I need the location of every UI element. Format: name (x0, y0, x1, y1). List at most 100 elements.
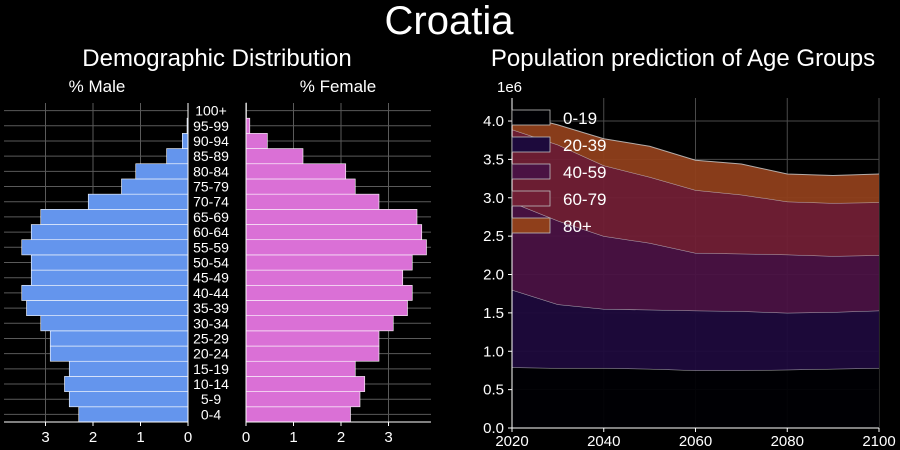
female-bar (245, 269, 404, 286)
age-group-label: 75-79 (193, 179, 229, 195)
legend-label: 40-59 (563, 163, 606, 182)
y-tick-label: 4.0 (483, 113, 504, 130)
legend-swatch (511, 217, 551, 234)
age-group-label: 30-34 (193, 315, 229, 331)
legend-swatch (511, 190, 551, 207)
female-bar (245, 360, 356, 377)
age-group-label: 45-49 (193, 270, 229, 286)
area-60-79 (512, 129, 879, 257)
female-bar (245, 178, 356, 195)
female-bar (245, 148, 304, 165)
male-bar (182, 133, 189, 149)
age-group-label: 70-74 (193, 194, 229, 210)
y-tick-label: 0.5 (483, 382, 504, 399)
suptitle: Croatia (385, 0, 515, 43)
age-group-label: 15-19 (193, 361, 229, 377)
female-side-title: % Female (300, 77, 377, 96)
male-bar (26, 300, 189, 316)
male-bar (30, 224, 189, 241)
legend-swatch (511, 136, 551, 153)
age-group-label: 40-44 (193, 285, 229, 301)
male-bar (30, 254, 189, 271)
legend-swatch (511, 163, 551, 180)
age-group-label: 5-9 (201, 391, 221, 407)
age-group-label: 50-54 (193, 255, 229, 271)
female-bar (245, 163, 347, 180)
female-tick-label: 1 (289, 429, 297, 446)
male-tick-label: 2 (89, 429, 97, 446)
age-group-label: 55-59 (193, 239, 229, 255)
male-bar (68, 391, 189, 408)
age-group-labels: 0-45-910-1415-1920-2425-2930-3435-3940-4… (193, 103, 229, 423)
x-tick-label: 2060 (679, 433, 712, 450)
pyramid-chart: Demographic Distribution % Male % Female… (4, 45, 431, 446)
age-group-label: 25-29 (193, 330, 229, 346)
area-plot-area: 2020 2040 2060 2080 2100 0.0 0.5 1.0 1.5 2.0 2.5 3.… (483, 98, 896, 450)
y-tick-label: 1.5 (483, 305, 504, 322)
female-bar (245, 284, 413, 301)
x-tick-label: 2040 (587, 433, 620, 450)
legend-label: 80+ (563, 217, 592, 236)
male-tick-label: 0 (184, 429, 192, 446)
area-chart: Population prediction of Age Groups 1e6 … (483, 45, 896, 450)
area-40-59 (512, 202, 879, 313)
y-tick-label: 3.5 (483, 151, 504, 168)
male-bar (121, 178, 189, 195)
legend: 0-19 20-39 40-59 60-79 80+ (511, 109, 606, 236)
female-bar (245, 391, 361, 408)
male-tick-label: 3 (41, 429, 49, 446)
area-edge-80+ (511, 112, 880, 177)
y-tick-label: 0.0 (483, 420, 504, 437)
legend-swatch (511, 109, 551, 126)
female-bar (245, 254, 413, 271)
female-bar (245, 406, 351, 423)
legend-label: 0-19 (563, 109, 597, 128)
age-group-label: 100+ (195, 103, 227, 119)
male-bar (30, 269, 189, 286)
female-tick-label: 0 (242, 429, 250, 446)
area-title: Population prediction of Age Groups (491, 45, 875, 72)
male-bar (166, 148, 189, 165)
y-scale-label: 1e6 (497, 79, 522, 96)
pyramid-title: Demographic Distribution (82, 45, 351, 72)
female-bar (245, 315, 394, 332)
female-bar (245, 133, 268, 149)
legend-label: 60-79 (563, 190, 606, 209)
x-tick-label: 2100 (862, 433, 895, 450)
age-group-label: 0-4 (201, 406, 221, 422)
female-bar (245, 376, 366, 392)
female-bar (245, 330, 380, 347)
male-bar (49, 345, 189, 362)
female-bar (245, 300, 408, 316)
age-group-label: 85-89 (193, 148, 229, 164)
area-80+ (512, 113, 879, 204)
male-bar (64, 376, 189, 392)
female-tick-label: 3 (384, 429, 392, 446)
female-plot-area: 0 1 2 3 (242, 102, 431, 446)
male-bar (49, 330, 189, 347)
female-tick-label: 2 (337, 429, 345, 446)
female-bar (245, 345, 380, 362)
age-group-label: 80-84 (193, 163, 229, 179)
male-side-title: % Male (69, 77, 126, 96)
y-tick-label: 2.5 (483, 228, 504, 245)
male-bar (40, 209, 189, 225)
x-tick-label: 2020 (495, 433, 528, 450)
male-plot-area: 3 2 1 0 (4, 103, 192, 446)
legend-label: 20-39 (563, 136, 606, 155)
y-tick-label: 1.0 (483, 343, 504, 360)
female-bar (245, 209, 418, 225)
female-bar (245, 117, 251, 134)
age-group-label: 90-94 (193, 133, 229, 149)
age-group-label: 20-24 (193, 346, 229, 362)
age-group-label: 65-69 (193, 209, 229, 225)
female-bar (245, 224, 423, 241)
age-group-label: 35-39 (193, 300, 229, 316)
male-bar (78, 406, 189, 423)
area-20-39 (512, 289, 879, 371)
age-group-label: 60-64 (193, 224, 229, 240)
age-group-label: 95-99 (193, 118, 229, 134)
male-tick-label: 1 (136, 429, 144, 446)
age-group-label: 10-14 (193, 376, 229, 392)
